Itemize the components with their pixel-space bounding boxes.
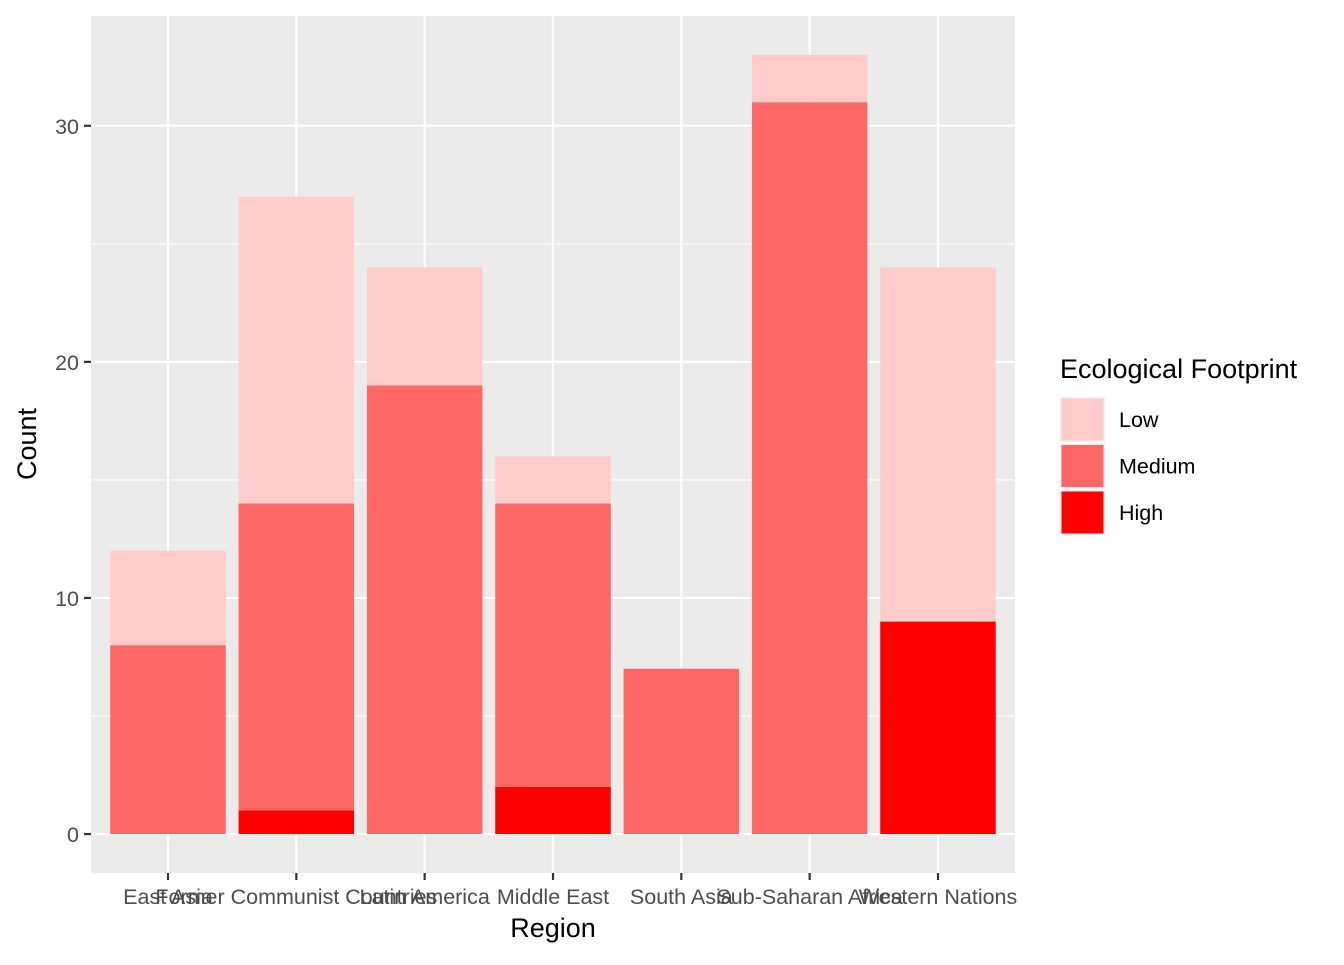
bar-segment bbox=[495, 456, 611, 504]
x-tick-label: Former Communist Countries bbox=[155, 885, 437, 909]
bar-segment bbox=[110, 550, 226, 646]
y-axis-title: Count bbox=[12, 407, 42, 480]
y-axis: 0 10 20 30 bbox=[55, 115, 91, 847]
x-tick-label: Middle East bbox=[497, 885, 609, 909]
bar-segment bbox=[238, 196, 355, 504]
bar-segment bbox=[110, 645, 226, 835]
x-axis-title: Region bbox=[510, 913, 596, 943]
bar-segment bbox=[238, 810, 355, 835]
legend-key-swatch bbox=[1061, 445, 1104, 487]
legend-key-swatch bbox=[1061, 491, 1104, 534]
bar-segment bbox=[238, 503, 355, 811]
x-tick-label: Sub-Saharan Africa bbox=[716, 885, 902, 909]
bar-segment bbox=[495, 786, 611, 835]
legend-label: Low bbox=[1119, 408, 1159, 432]
legend-label: Medium bbox=[1119, 455, 1195, 479]
bar-segment bbox=[880, 267, 996, 622]
y-tick-label: 30 bbox=[55, 115, 79, 139]
x-tick-label: Western Nations bbox=[859, 885, 1018, 909]
y-tick-label: 0 bbox=[67, 823, 79, 847]
x-tick-label: Latin America bbox=[360, 885, 490, 909]
bar-segment bbox=[751, 54, 868, 103]
bar-segment bbox=[623, 668, 740, 835]
x-tick-label: South Asia bbox=[630, 885, 733, 909]
legend-title: Ecological Footprint bbox=[1060, 354, 1298, 384]
legend-key-swatch bbox=[1061, 398, 1104, 441]
y-tick-label: 20 bbox=[55, 351, 79, 375]
bar-segment bbox=[366, 267, 483, 386]
bar-segment bbox=[366, 385, 483, 835]
x-tick-label: East Asia bbox=[123, 885, 213, 909]
bars-group bbox=[110, 54, 996, 835]
bar-segment bbox=[880, 621, 996, 835]
legend-label: High bbox=[1119, 501, 1163, 525]
bar-segment bbox=[495, 503, 611, 787]
legend: Ecological Footprint Low Medium High bbox=[1060, 354, 1298, 535]
bar-segment bbox=[751, 102, 868, 835]
y-tick-label: 10 bbox=[55, 587, 79, 611]
